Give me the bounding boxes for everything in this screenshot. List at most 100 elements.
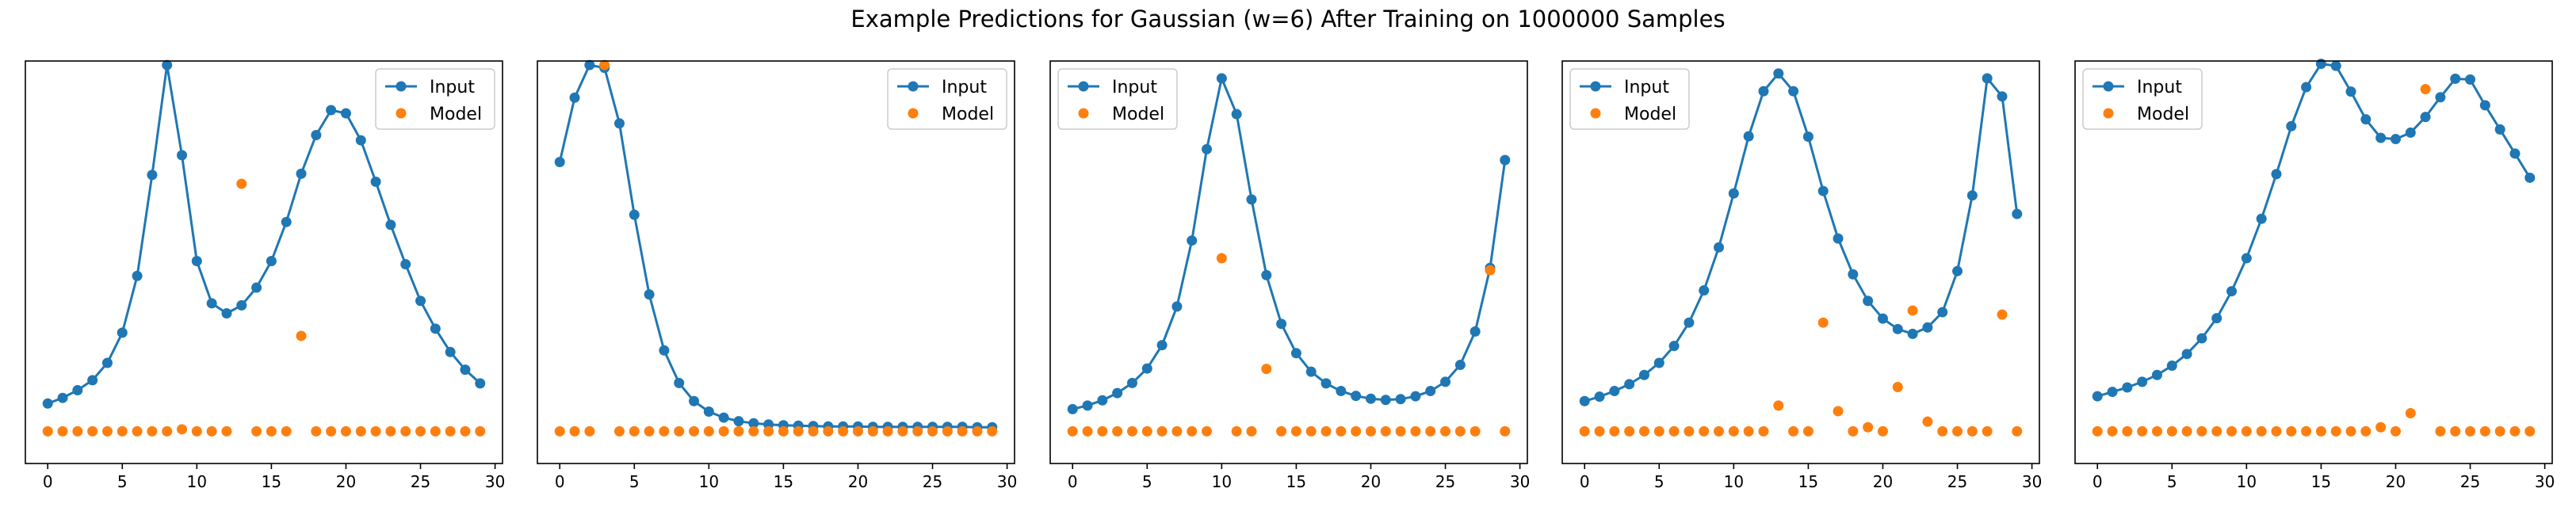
x-tick-label: 10: [1212, 472, 1232, 491]
input-point: [2465, 74, 2476, 85]
input-point: [177, 150, 188, 161]
model-point: [177, 424, 188, 435]
input-point: [674, 377, 685, 388]
input-point: [162, 59, 173, 71]
input-point: [1470, 326, 1481, 337]
input-point: [42, 398, 53, 409]
input-point: [1802, 132, 1814, 143]
model-point: [674, 425, 685, 437]
input-point: [1425, 386, 1436, 397]
x-tick-label: 20: [336, 472, 356, 491]
model-point: [1112, 425, 1123, 437]
model-point: [1773, 400, 1784, 411]
input-point: [340, 108, 351, 119]
legend-model-marker: [2103, 108, 2114, 119]
input-point: [2166, 360, 2177, 372]
model-point: [867, 425, 878, 437]
model-point: [1097, 425, 1108, 437]
input-point: [1126, 377, 1137, 388]
model-point: [1684, 425, 1695, 437]
input-point: [1276, 319, 1287, 330]
series-input: [1579, 68, 2023, 406]
x-tick-label: 30: [2022, 472, 2042, 491]
x-tick-label: 10: [699, 472, 719, 491]
input-point: [1380, 395, 1391, 406]
model-point: [1997, 309, 2008, 320]
input-point: [266, 255, 277, 266]
legend-input-marker: [1590, 81, 1601, 92]
model-point: [2479, 425, 2490, 437]
model-point: [1952, 425, 1963, 437]
model-point: [2107, 425, 2118, 437]
model-point: [117, 425, 128, 437]
model-point: [2286, 425, 2297, 437]
input-point: [1187, 235, 1198, 246]
model-point: [236, 178, 247, 189]
model-point: [733, 425, 744, 437]
x-tick-label: 5: [629, 472, 640, 491]
input-point: [1952, 265, 1963, 277]
model-point: [266, 425, 277, 437]
x-tick-label: 0: [2093, 472, 2103, 491]
model-point: [1877, 425, 1888, 437]
model-point: [659, 425, 670, 437]
input-point: [2137, 376, 2148, 387]
input-point: [430, 323, 441, 334]
model-point: [852, 425, 863, 437]
x-axis: 0 5 10 15 20 25 30: [1068, 464, 1530, 491]
chart-panels: 0 5 10 15 20 25 30 Input Model 0 5 10 15 20 25 30 Input M…: [25, 59, 2555, 491]
model-point: [1485, 265, 1496, 276]
model-point: [430, 425, 441, 437]
input-point: [1305, 366, 1317, 377]
input-point: [117, 327, 128, 338]
input-point: [475, 378, 486, 389]
model-point: [2151, 425, 2162, 437]
x-axis: 0 5 10 15 20 25 30: [1580, 464, 2042, 491]
input-point: [1624, 379, 1635, 390]
model-point: [2494, 425, 2505, 437]
model-point: [2181, 425, 2192, 437]
model-point: [2420, 84, 2431, 95]
x-tick-label: 5: [1654, 472, 1664, 491]
input-point: [644, 289, 655, 300]
series-model: [2092, 84, 2536, 437]
model-point: [1982, 425, 1993, 437]
input-point: [1788, 86, 1799, 97]
model-point: [1067, 425, 1078, 437]
model-point: [1609, 425, 1620, 437]
input-point: [251, 282, 262, 293]
legend: Input Model: [375, 68, 495, 130]
model-point: [1699, 425, 1710, 437]
model-point: [703, 425, 714, 437]
chart-panel-5: 0 5 10 15 20 25 30 Input Model: [2074, 59, 2555, 491]
input-point: [206, 298, 217, 309]
legend-model-label: Model: [2137, 105, 2189, 124]
model-point: [57, 425, 68, 437]
input-point: [1202, 143, 1213, 154]
x-tick-label: 30: [2535, 472, 2555, 491]
model-point: [1231, 425, 1242, 437]
series-input: [2092, 59, 2536, 402]
input-point: [2151, 369, 2162, 380]
input-point: [2196, 333, 2207, 344]
model-point: [1425, 425, 1436, 437]
input-point: [703, 406, 714, 417]
input-point: [236, 299, 247, 311]
input-point: [191, 255, 202, 266]
model-point: [1216, 253, 1227, 264]
input-point: [1833, 233, 1844, 244]
x-tick-label: 15: [2311, 472, 2331, 491]
input-point: [1112, 387, 1123, 399]
legend-input-marker: [2103, 81, 2114, 92]
input-point: [1817, 185, 1829, 196]
model-point: [1802, 425, 1814, 437]
input-point: [1714, 242, 1725, 253]
input-point: [2524, 172, 2536, 183]
model-point: [2330, 425, 2341, 437]
chart-panel-4: 0 5 10 15 20 25 30 Input Model: [1561, 60, 2042, 491]
legend-model-marker: [396, 108, 407, 119]
x-tick-label: 25: [1947, 472, 1967, 491]
model-point: [763, 425, 774, 437]
model-point: [2435, 425, 2446, 437]
model-point: [629, 425, 640, 437]
